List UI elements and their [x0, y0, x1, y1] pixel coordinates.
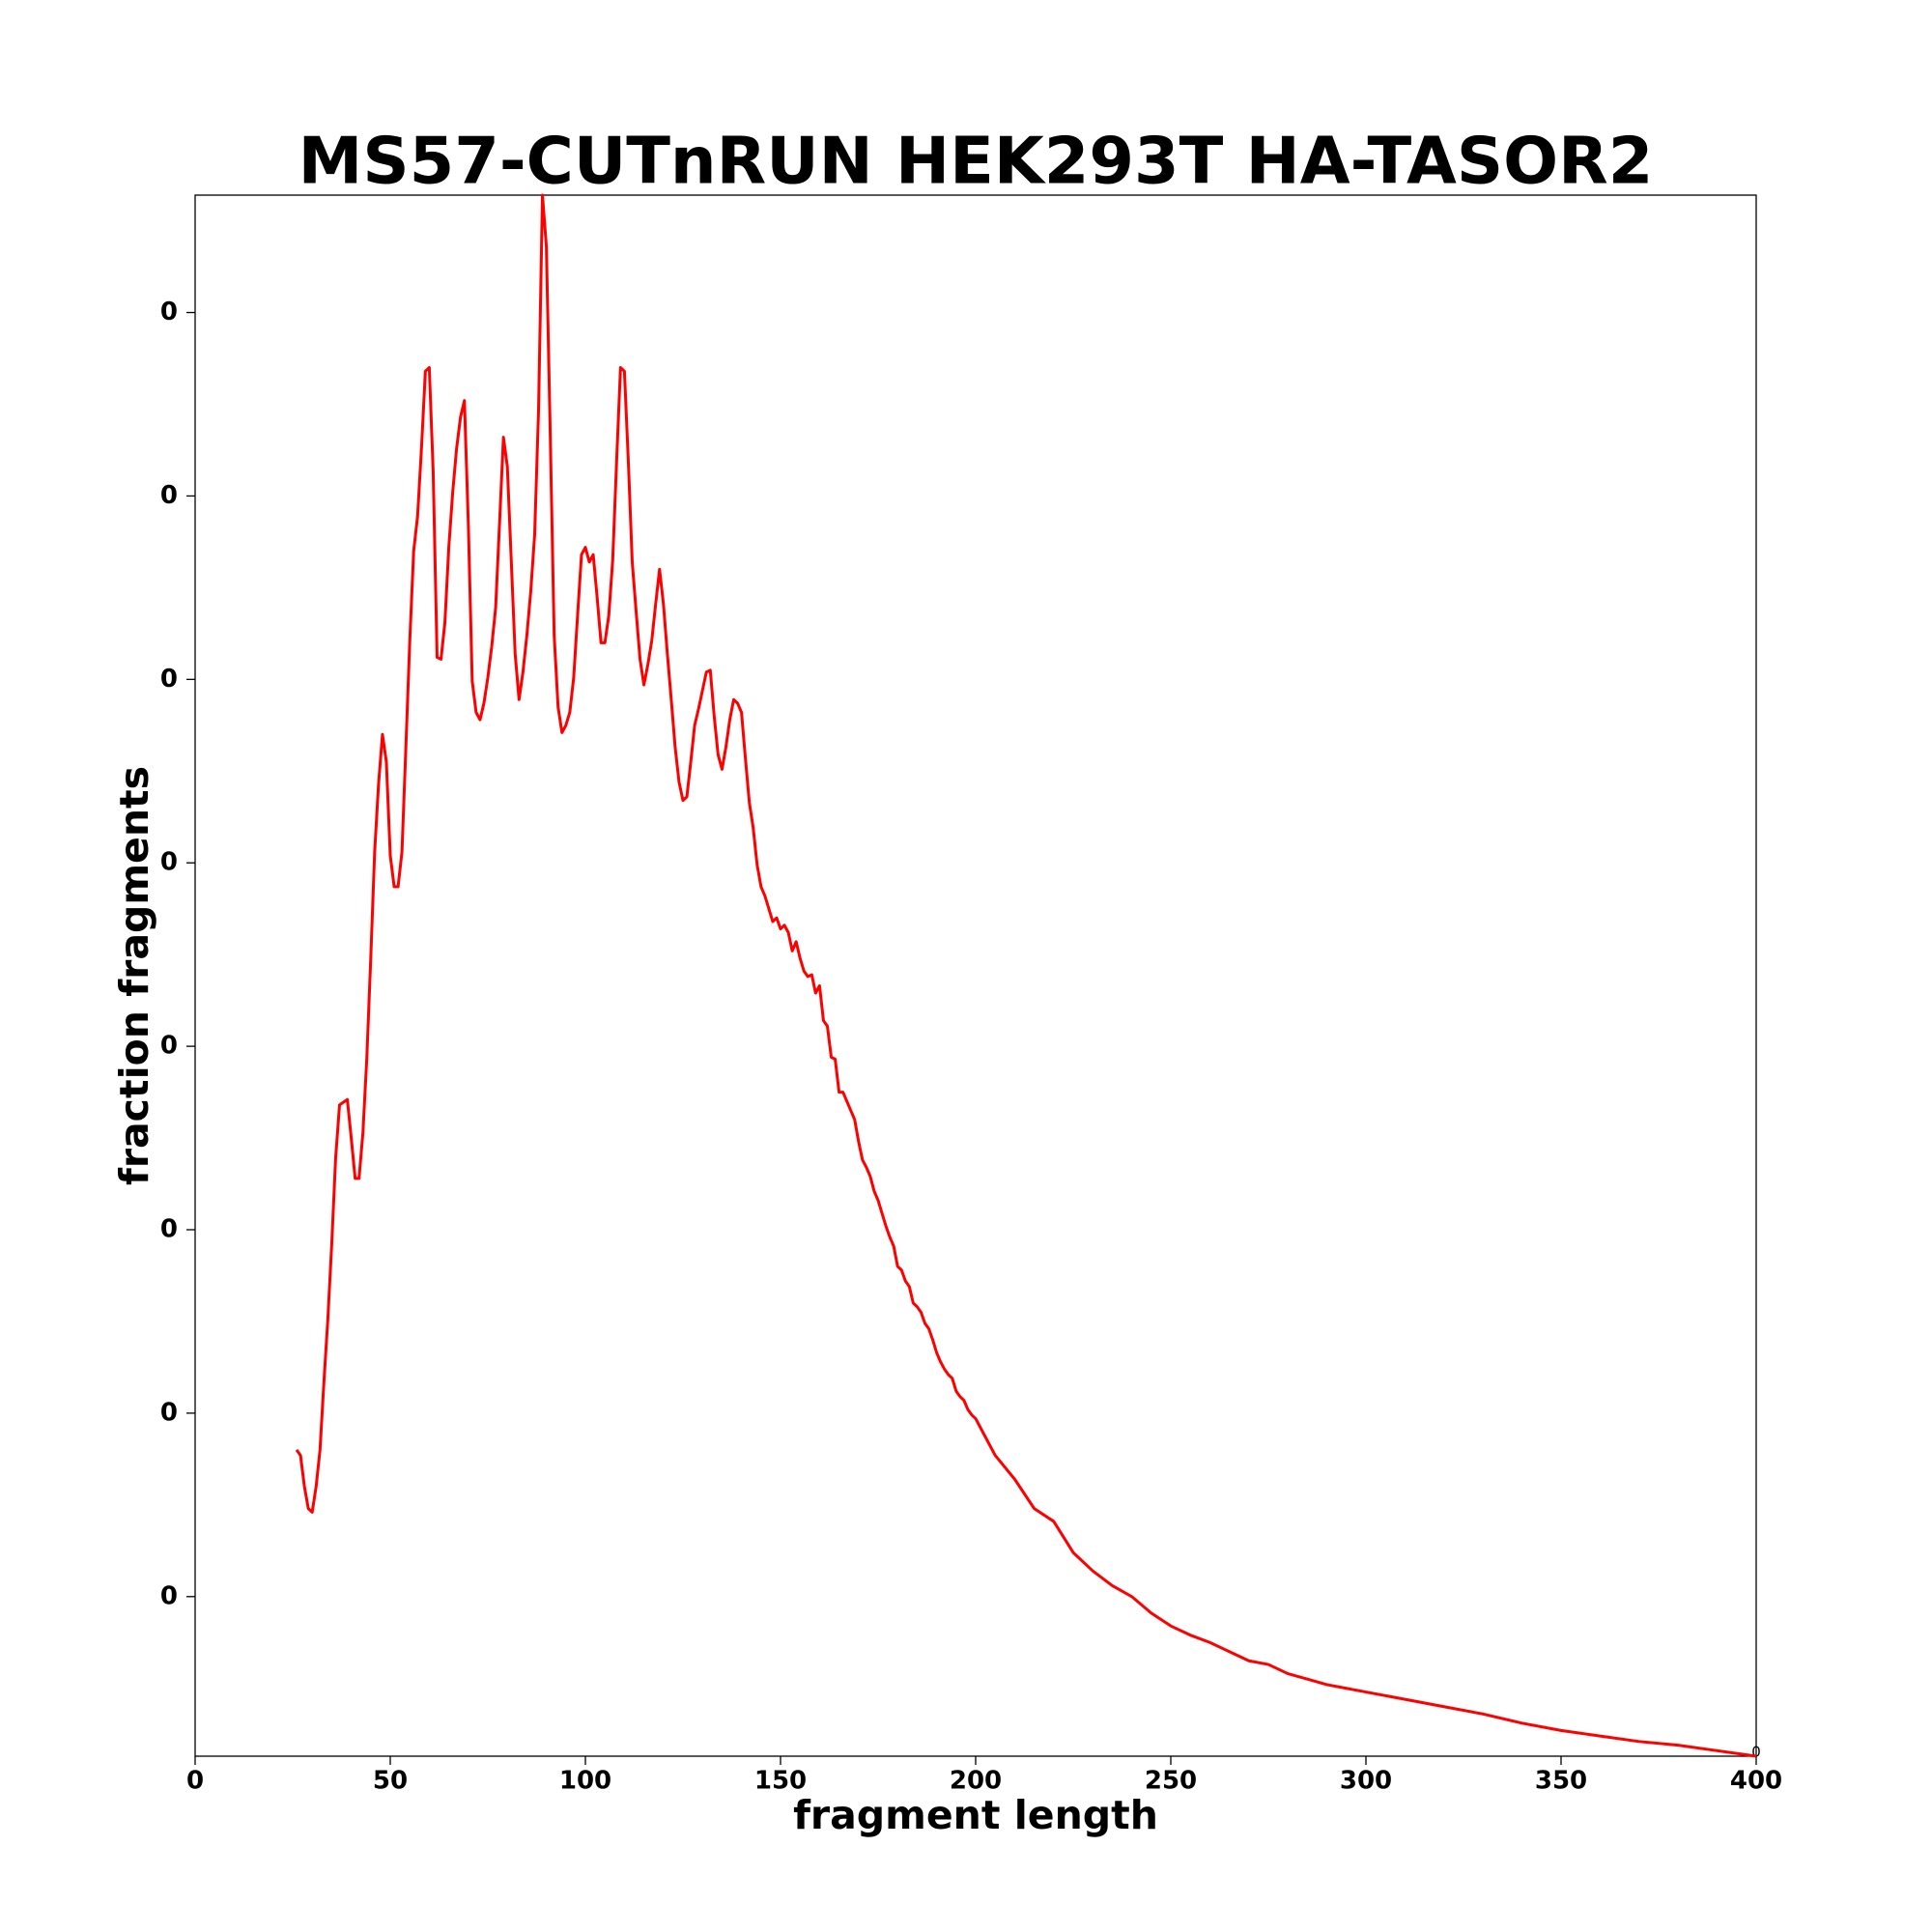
x-tick-label: 300: [1340, 1767, 1392, 1796]
y-tick-label: 0: [160, 298, 178, 327]
x-axis-label: fragment length: [793, 1792, 1158, 1838]
x-tick-label: 400: [1730, 1767, 1782, 1796]
x-tick-label: 50: [373, 1767, 408, 1796]
x-tick-label: 200: [950, 1767, 1002, 1796]
x-tick-label: 100: [559, 1767, 611, 1796]
y-tick-label: 0: [160, 1581, 178, 1610]
x-tick-label: 150: [754, 1767, 807, 1796]
chart-title: MS57-CUTnRUN HEK293T HA-TASOR2: [298, 124, 1654, 199]
y-axis-label: fraction fragments: [111, 766, 157, 1185]
y-tick-label: 0: [160, 848, 178, 877]
x-tick-label: 350: [1535, 1767, 1587, 1796]
data-line: [295, 193, 1757, 1758]
y-tick-label: 0: [160, 1215, 178, 1244]
y-tick-label: 0: [160, 1398, 178, 1427]
x-tick-label: 0: [186, 1767, 204, 1796]
plot-frame: [194, 194, 1757, 1757]
x-tick-label: 250: [1145, 1767, 1197, 1796]
y-tick-label: 0: [160, 1032, 178, 1061]
y-tick-label: 0: [160, 665, 178, 694]
y-tick-label: 0: [160, 481, 178, 510]
